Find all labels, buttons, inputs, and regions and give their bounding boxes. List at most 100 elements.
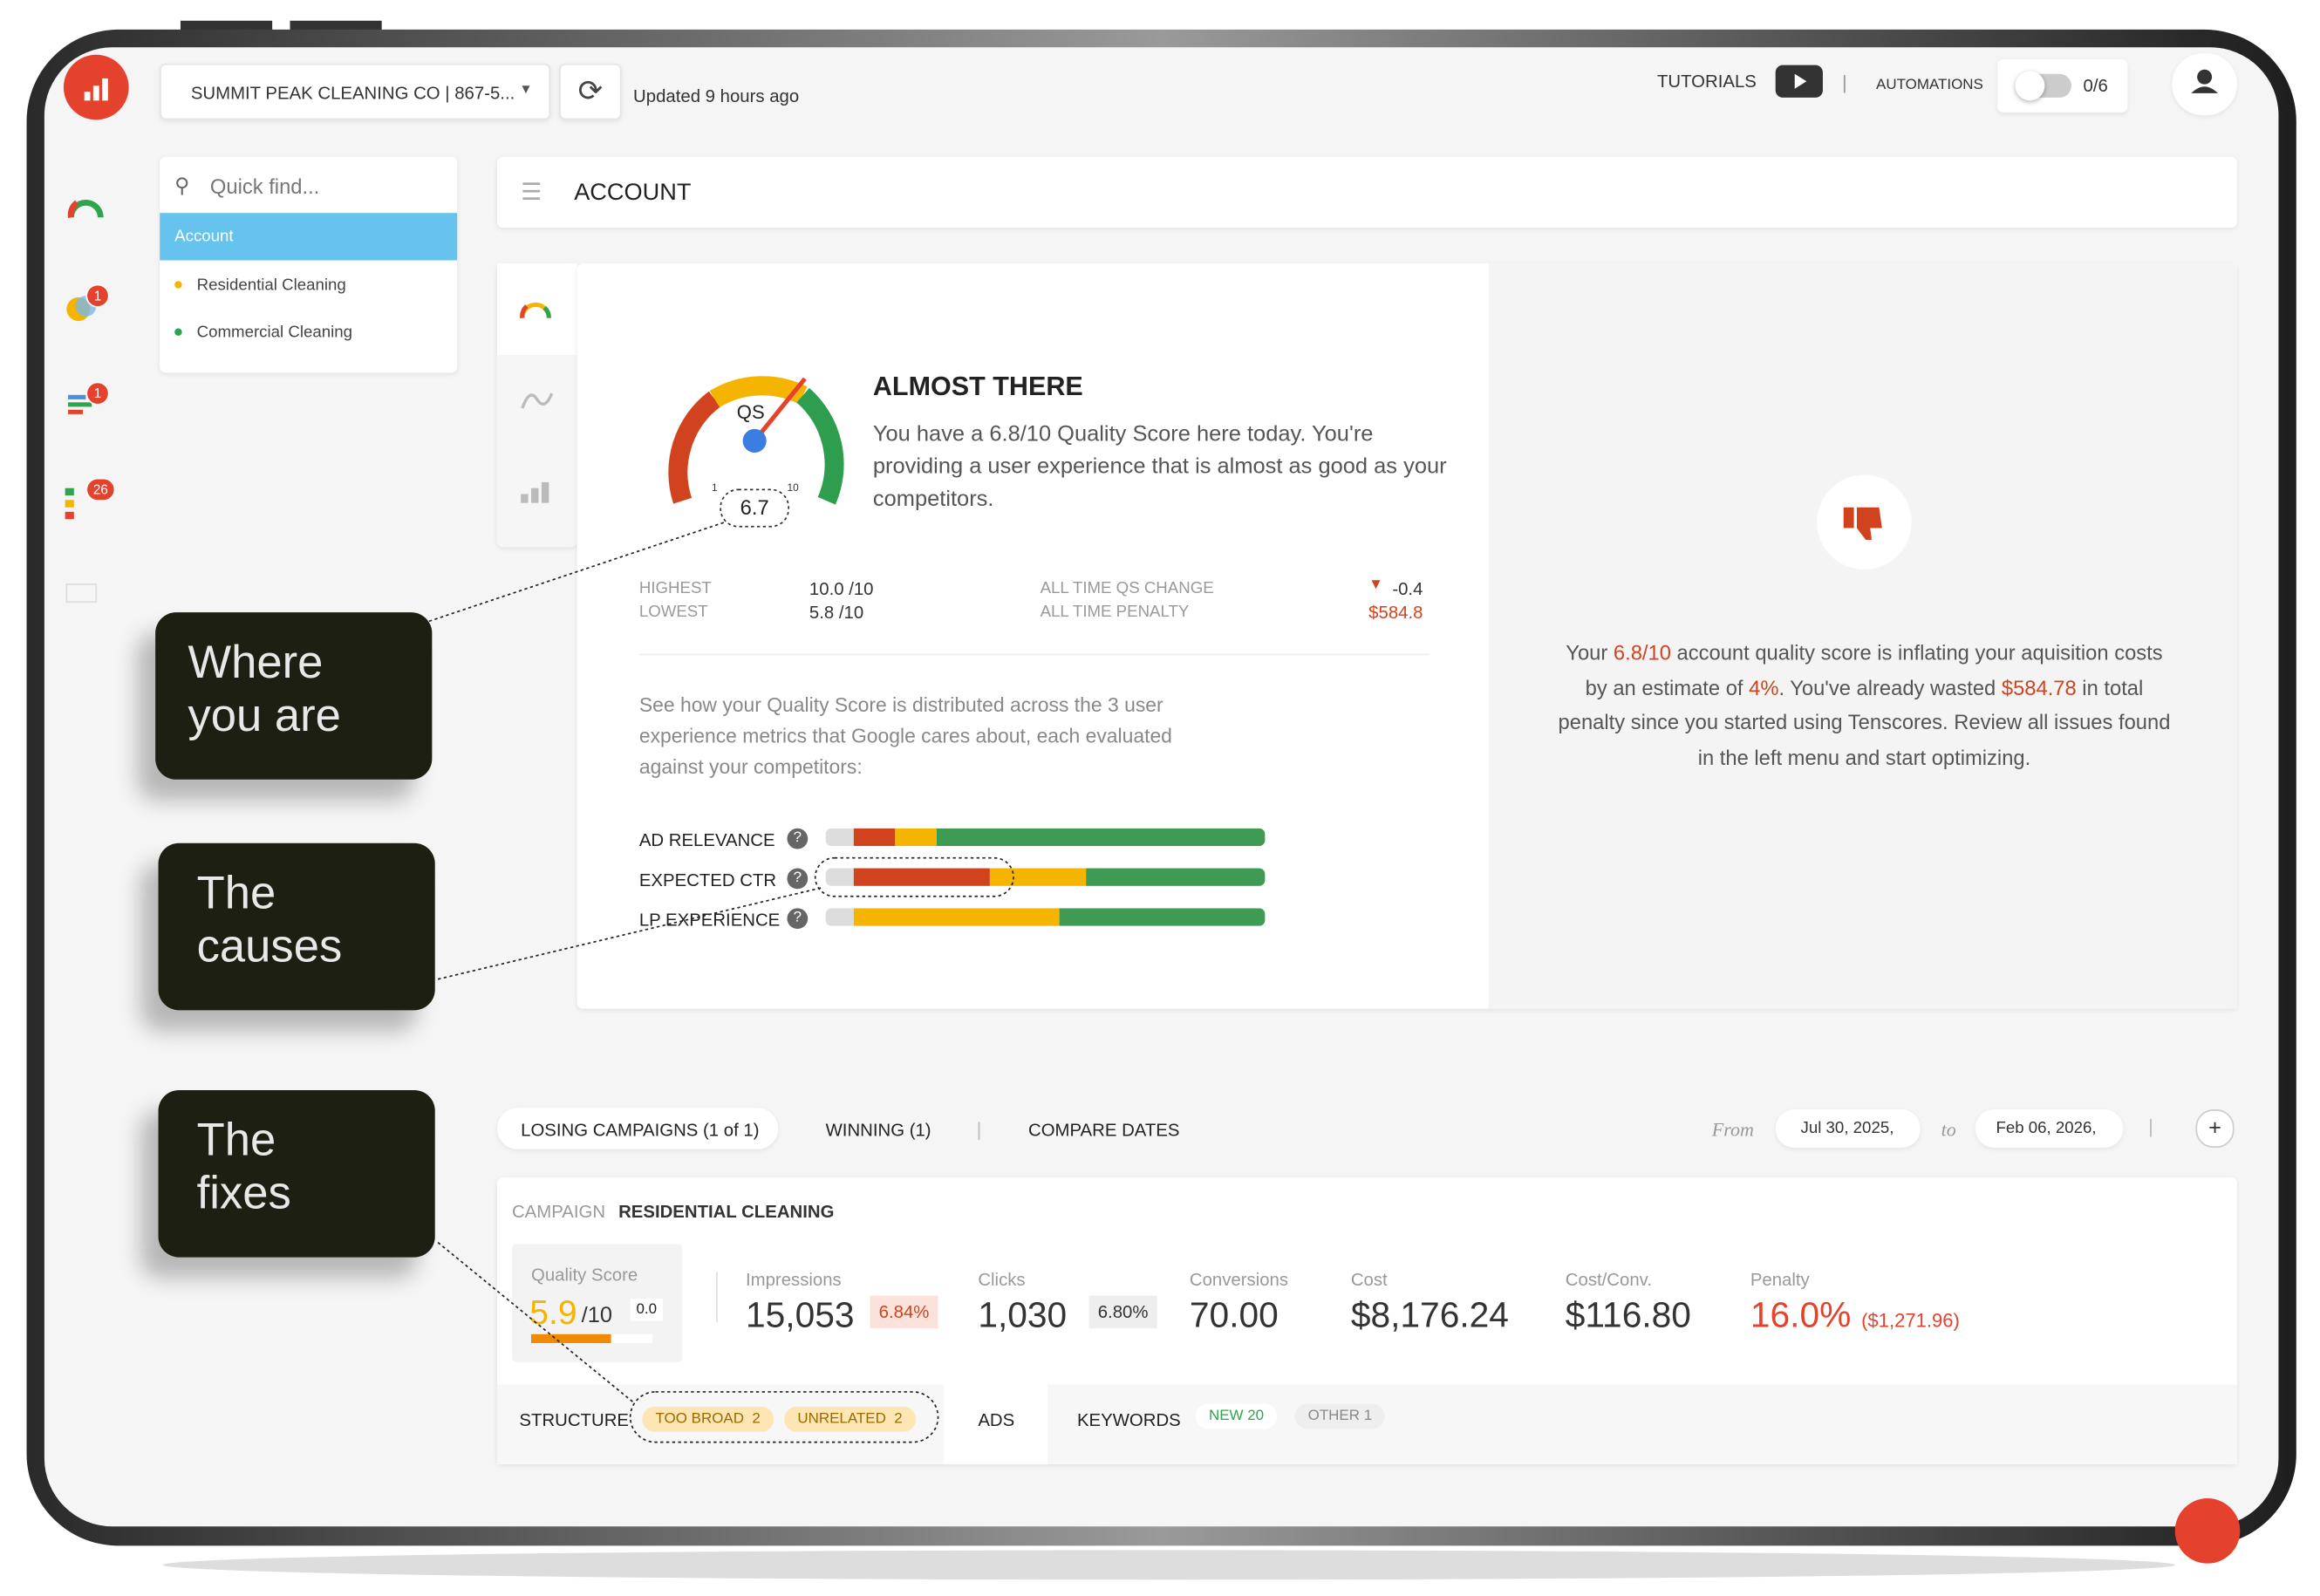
separator: |: [1842, 71, 1847, 93]
tab[interactable]: COMPARE DATES: [1027, 1119, 1180, 1141]
to-label: to: [1941, 1118, 1956, 1141]
nav-label: Account: [174, 228, 234, 246]
stat-value: -0.4: [1392, 578, 1423, 599]
automations-label: AUTOMATIONS: [1876, 77, 1983, 93]
stat-label: Impressions: [745, 1269, 842, 1290]
badge: 1: [85, 283, 110, 308]
date: Feb 06, 2026,: [1996, 1119, 2097, 1138]
insight-panel: [1488, 263, 2237, 1009]
page-title: ACCOUNT: [574, 180, 692, 206]
stat-value: $8,176.24: [1350, 1295, 1509, 1336]
tab[interactable]: WINNING (1): [825, 1119, 931, 1141]
callout-line: The: [196, 866, 276, 919]
down-arrow: ▼: [1368, 576, 1383, 594]
date-input[interactable]: Feb 06, 2026,: [1975, 1109, 2124, 1149]
account-panel: [577, 263, 2237, 1009]
tab[interactable]: ADS: [978, 1409, 1015, 1431]
issue-pill[interactable]: UNRELATED 2: [784, 1406, 916, 1432]
pill-label: UNRELATED: [797, 1410, 886, 1428]
status-description: You have a 6.8/10 Quality Score here tod…: [872, 421, 1447, 512]
metric-label: AD RELEVANCE: [638, 829, 775, 851]
search-input[interactable]: Quick find...: [209, 174, 320, 199]
search-icon: ⚲: [174, 173, 190, 197]
from-label: From: [1711, 1118, 1754, 1141]
status-dot: [174, 281, 182, 289]
toggle-track: [2015, 71, 2071, 101]
qs-bar: [531, 1333, 653, 1343]
menu-icon[interactable]: ☰: [521, 180, 542, 206]
logo[interactable]: [63, 54, 129, 120]
ads-tab: [944, 1384, 1048, 1465]
metric-bar: [825, 828, 1266, 847]
tab-label: LOSING CAMPAIGNS (1 of 1): [521, 1119, 760, 1141]
callout-line: causes: [196, 919, 343, 972]
status-heading: ALMOST THERE: [872, 371, 1083, 401]
gauge-label: QS: [737, 401, 765, 423]
qs-unit: /10: [581, 1303, 613, 1329]
refresh-button[interactable]: ⟳: [559, 63, 622, 120]
nav-item[interactable]: Residential Cleaning: [196, 276, 346, 295]
tab-icons[interactable]: [497, 379, 577, 542]
metric-bar: [825, 908, 1266, 926]
stat-label: ALL TIME QS CHANGE: [1040, 579, 1214, 598]
callout-line: fixes: [196, 1167, 291, 1219]
pill-count: 2: [894, 1410, 903, 1428]
tab[interactable]: STRUCTURE: [519, 1409, 629, 1431]
quality-score-box: Quality Score 5.9 /10 0.0: [511, 1244, 683, 1363]
stat-label: Conversions: [1189, 1269, 1289, 1290]
help-icon[interactable]: ?: [787, 828, 809, 849]
help-icon[interactable]: ?: [787, 868, 809, 890]
stat-value: 5.8 /10: [809, 602, 864, 624]
add-button[interactable]: +: [2195, 1109, 2235, 1149]
stat-value: 15,053: [745, 1295, 855, 1336]
video-button[interactable]: [1775, 65, 1823, 98]
keyword-pill[interactable]: NEW 20: [1195, 1403, 1278, 1429]
keyword-pill[interactable]: OTHER 1: [1294, 1403, 1386, 1429]
date-input[interactable]: Jul 30, 2025,: [1775, 1109, 1921, 1149]
stat-value: $584.8: [1368, 602, 1423, 624]
dropdown-arrow: ▼: [519, 81, 533, 97]
callout-line: you are: [188, 689, 341, 741]
callout: The fixes: [158, 1089, 435, 1258]
stat-value: 70.00: [1189, 1295, 1279, 1336]
stat-change: 6.84%: [870, 1295, 938, 1329]
account-name: SUMMIT PEAK CLEANING CO | 867-5...: [190, 82, 515, 104]
distribution-text: See how your Quality Score is distribute…: [638, 693, 1172, 779]
text: Your: [1566, 640, 1614, 665]
tab[interactable]: KEYWORDS: [1076, 1409, 1181, 1431]
callout-line: Where: [188, 636, 324, 688]
stat-label: Cost: [1350, 1269, 1388, 1290]
stat-label: HIGHEST: [638, 579, 712, 598]
status-dot: [174, 328, 182, 336]
tab-active[interactable]: [496, 263, 577, 356]
account-header: ☰ ACCOUNT: [496, 156, 2237, 228]
thumbs-down-icon: [1817, 474, 1912, 570]
tutorials-link[interactable]: TUTORIALS: [1656, 71, 1757, 92]
account-selector[interactable]: SUMMIT PEAK CLEANING CO | 867-5... ▼: [160, 63, 551, 120]
qs-label: Quality Score: [531, 1265, 638, 1286]
automations-toggle[interactable]: 0/6: [1997, 58, 2128, 113]
view-tabs: [496, 263, 577, 548]
issue-pill[interactable]: TOO BROAD 2: [642, 1406, 774, 1432]
tab-active[interactable]: LOSING CAMPAIGNS (1 of 1): [496, 1108, 779, 1149]
callout: The causes: [158, 842, 435, 1011]
nav-item[interactable]: Commercial Cleaning: [196, 324, 353, 342]
profile-button[interactable]: [2172, 53, 2237, 116]
badge: 26: [85, 477, 116, 501]
qs-change: 0.0: [630, 1299, 663, 1321]
automations-count: 0/6: [2083, 75, 2108, 97]
text: . You've already wasted: [1778, 675, 2002, 699]
stat-value: 1,030: [978, 1295, 1068, 1336]
side-icons[interactable]: [59, 185, 119, 614]
stat-label: LOWEST: [638, 603, 708, 622]
highlight: 4%: [1749, 675, 1779, 699]
nav-item-active[interactable]: Account: [160, 213, 458, 261]
help-icon[interactable]: ?: [787, 908, 809, 930]
separator: |: [2148, 1115, 2153, 1138]
date: Jul 30, 2025,: [1800, 1119, 1894, 1138]
divider: [716, 1272, 718, 1323]
callout-line: The: [196, 1114, 276, 1166]
callout: Where you are: [155, 612, 433, 780]
pill-count: 2: [752, 1410, 761, 1428]
highlight: $584.78: [2001, 675, 2077, 699]
